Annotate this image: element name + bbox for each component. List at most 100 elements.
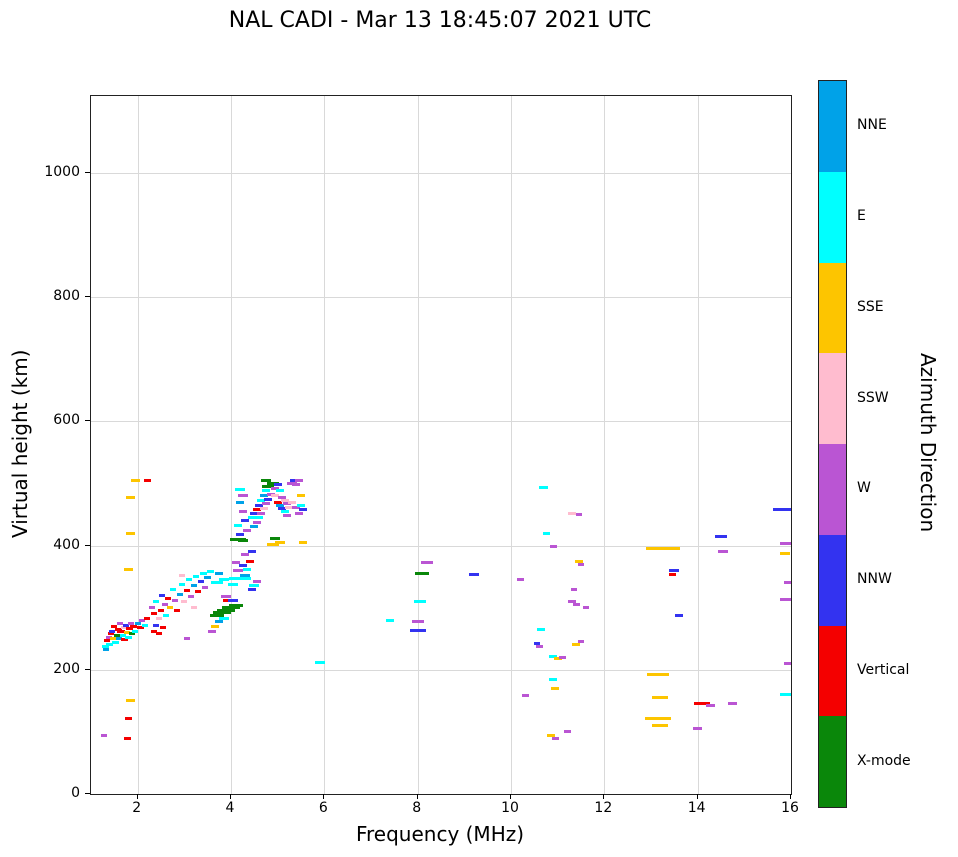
y-tick-label: 400 [53,536,80,553]
data-point [243,567,252,571]
data-point [241,553,249,557]
data-point [248,587,256,591]
data-point [266,493,275,497]
data-point [715,534,727,538]
x-tick [136,794,138,799]
data-point [537,627,546,631]
data-point [553,657,562,661]
data-point [228,603,243,607]
data-point [181,599,188,603]
data-point [116,621,123,625]
data-point [236,532,245,536]
data-point [101,644,109,648]
data-point [574,559,583,563]
data-point [542,531,550,535]
data-point [126,699,136,703]
data-point [212,611,231,615]
data-point [126,531,136,535]
data-point [190,584,197,588]
data-point [780,551,791,555]
colorbar-segment-e [819,171,846,263]
data-point [103,648,110,652]
x-tick [416,794,418,799]
data-point [105,636,112,639]
y-tick-label: 600 [53,412,80,429]
data-point [280,499,289,503]
data-point [106,643,114,647]
data-point [668,573,676,577]
data-point [123,736,131,740]
data-point [271,486,280,490]
data-point [141,623,148,627]
data-point [267,542,279,546]
data-point [221,595,232,599]
data-point [186,578,192,582]
data-point [217,608,236,612]
x-tick [696,794,698,799]
data-point [278,506,287,510]
colorbar-label-ssw: SSW [857,389,889,406]
data-point [249,583,260,587]
data-point [206,570,214,574]
data-point [415,572,430,576]
data-point [571,587,577,591]
data-point [236,500,245,504]
data-point [261,478,271,482]
data-point [287,500,296,504]
data-point [706,703,716,707]
x-tick [603,794,605,799]
data-point [174,608,181,612]
data-point [183,637,190,641]
data-point [119,634,126,638]
x-tick-label: 8 [412,800,422,816]
data-point [238,509,247,513]
data-point [645,716,671,720]
data-point [294,511,303,515]
data-point [155,617,162,621]
data-point [238,563,247,567]
data-point [129,632,136,636]
data-point [161,603,168,607]
data-point [183,588,190,592]
data-point [647,672,669,676]
data-point [780,542,791,546]
data-point [259,506,268,510]
data-point [153,623,160,627]
data-point [652,696,669,700]
y-tick-label: 1000 [44,164,80,180]
data-point [259,494,268,498]
data-point [780,598,791,602]
data-point [235,488,246,492]
data-point [549,677,557,681]
x-tick-label: 14 [687,800,706,816]
data-point [255,503,263,507]
data-point [125,627,133,631]
x-axis-label: Frequency (MHz) [355,822,525,846]
data-point [123,623,129,627]
data-point [160,626,167,630]
data-point [546,733,555,737]
colorbar-segment-sse [819,262,846,354]
data-point [572,643,581,647]
gridline-y [91,173,791,174]
data-point [211,581,223,585]
data-point [241,519,249,523]
data-point [409,629,426,633]
data-point [693,727,703,731]
y-tick [85,172,90,173]
y-tick [85,296,90,298]
data-point [116,637,122,641]
data-point [772,508,791,512]
data-point [385,618,394,622]
data-point [421,561,433,565]
data-point [271,494,280,498]
data-point [158,609,164,613]
data-point [694,702,711,706]
data-point [208,629,217,633]
data-point [155,632,162,636]
data-point [250,511,259,515]
data-point [250,525,259,529]
data-point [299,540,308,544]
data-point [229,577,252,580]
